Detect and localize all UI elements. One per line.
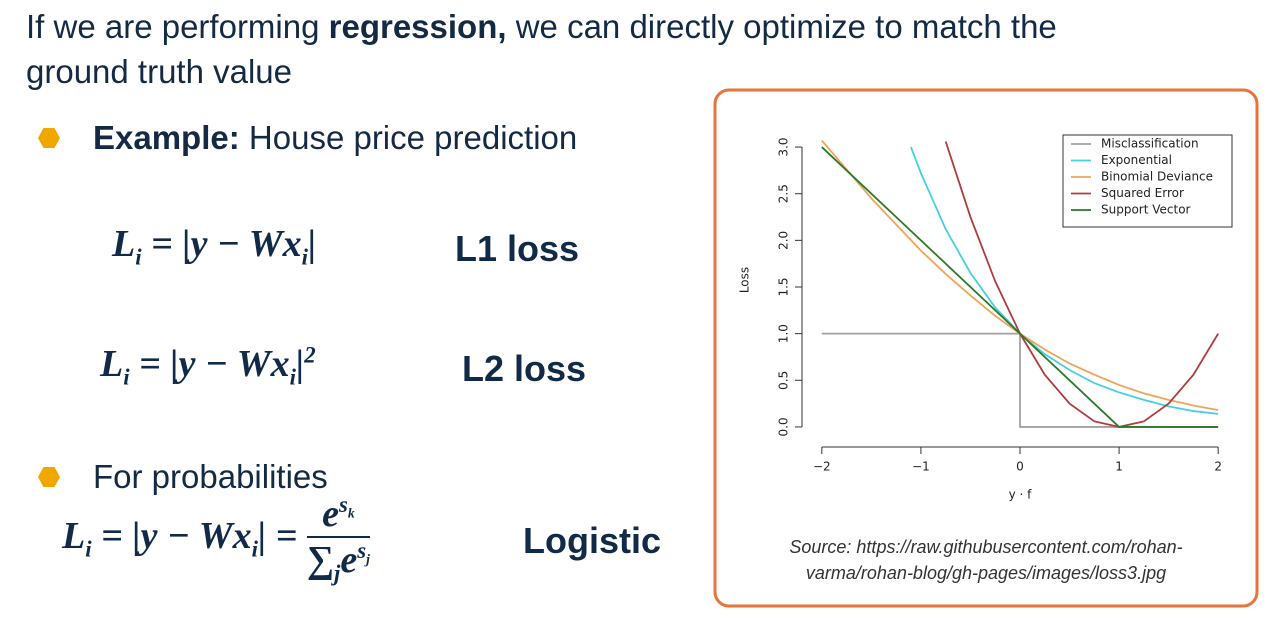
math: j	[366, 551, 370, 567]
intro-line: If we are performing regression, we can …	[26, 8, 1057, 46]
bullet-label: Example:	[93, 119, 240, 156]
math: i	[135, 244, 142, 270]
x-tick-label: 0	[1016, 460, 1024, 474]
math: L	[112, 223, 136, 265]
bullet-icon	[38, 128, 60, 148]
denominator: ∑jesj	[307, 538, 370, 587]
bullet-icon	[38, 467, 60, 487]
formula: Li = |y − Wxi|2	[100, 342, 316, 391]
x-axis-title: y · f	[1009, 488, 1033, 502]
intro-bold: regression,	[328, 8, 507, 45]
math: |	[307, 223, 317, 265]
math: s	[339, 492, 348, 518]
series-line	[910, 146, 1219, 415]
math: i	[301, 244, 308, 270]
math: = |y − Wx	[141, 223, 302, 265]
series-line	[944, 141, 1219, 428]
legend-label: Exponential	[1101, 153, 1172, 167]
y-tick-label: 2.0	[777, 231, 791, 250]
y-tick-label: 3.0	[777, 138, 791, 157]
source: Source: https://raw.githubusercontent.co…	[789, 537, 1182, 557]
math: = |y − Wx	[129, 343, 290, 385]
bullet: Example: House price prediction	[93, 119, 577, 157]
x-tick-label: −2	[813, 460, 831, 474]
numerator: esk	[306, 492, 370, 538]
source: varma/rohan-blog/gh-pages/images/loss3.j…	[806, 563, 1166, 583]
math: i	[251, 536, 258, 562]
math: j	[334, 560, 341, 586]
fraction: esk ∑jesj	[306, 492, 370, 587]
legend: Misclassification Exponential Binomial Dev…	[1062, 134, 1233, 228]
x-tick-label: 1	[1115, 460, 1123, 474]
bullet-text: House price prediction	[239, 119, 578, 156]
legend-box	[1062, 134, 1233, 228]
intro-line: ground truth value	[26, 53, 293, 90]
math: i	[123, 364, 130, 390]
formula-label: L1 loss	[455, 228, 580, 269]
math: s	[357, 538, 367, 564]
math: = |y − Wx	[91, 515, 252, 558]
math: e	[340, 539, 358, 581]
formula: Li = |y − Wxi|	[112, 222, 316, 271]
formula-label: L2 loss	[462, 348, 587, 389]
y-tick-label: 1.0	[777, 324, 791, 343]
y-tick-label: 0.5	[777, 371, 791, 390]
formula: Li = |y − Wxi| = esk ∑jesj	[62, 492, 370, 587]
math: L	[100, 343, 124, 385]
math: | =	[257, 515, 298, 558]
y-tick-label: 1.5	[777, 277, 791, 296]
y-tick-label: 0.0	[777, 417, 791, 436]
x-tick-label: 2	[1214, 460, 1222, 474]
legend-label: Misclassification	[1101, 137, 1199, 151]
math: i	[289, 364, 296, 390]
legend-label: Binomial Deviance	[1101, 170, 1213, 184]
intro-text: If we are performing	[26, 8, 329, 45]
math: k	[347, 505, 355, 521]
legend-label: Support Vector	[1101, 203, 1191, 217]
math: |	[295, 343, 305, 385]
intro-text: we can directly optimize to match the	[506, 8, 1057, 45]
formula-label: Logistic	[523, 520, 662, 561]
math: L	[62, 515, 86, 558]
x-tick-label: −1	[912, 460, 930, 474]
math: e	[322, 493, 340, 535]
y-tick-label: 2.5	[777, 184, 791, 203]
series-line	[821, 146, 1219, 428]
legend-label: Squared Error	[1101, 186, 1184, 200]
math: ∑	[306, 539, 335, 581]
y-axis-title: Loss	[738, 267, 752, 293]
math: 2	[304, 342, 316, 368]
math: i	[85, 536, 92, 562]
bullet-text: For probabilities	[93, 458, 328, 495]
figure: Source: https://raw.githubusercontent.co…	[713, 88, 1259, 608]
